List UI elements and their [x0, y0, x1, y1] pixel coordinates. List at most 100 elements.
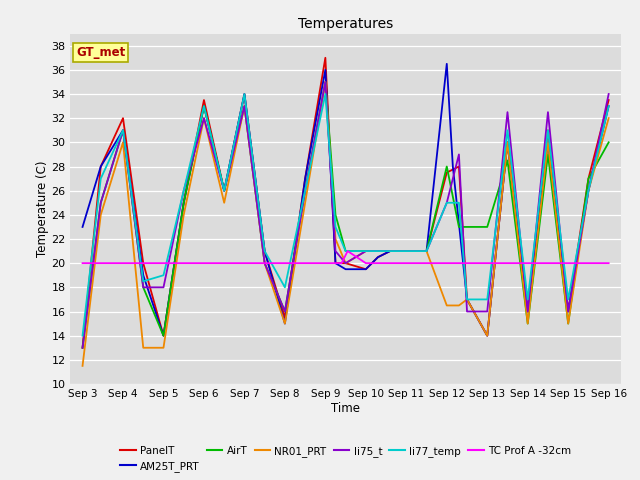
AirT: [443, 164, 451, 169]
AM25T_PRT: [544, 140, 552, 145]
NR01_PRT: [374, 248, 382, 254]
AirT: [504, 157, 511, 163]
PanelT: [159, 333, 167, 338]
TC Prof A -32cm: [366, 260, 374, 266]
TC Prof A -32cm: [338, 260, 346, 266]
li75_t: [220, 188, 228, 193]
AirT: [220, 188, 228, 193]
NR01_PRT: [463, 297, 471, 302]
NR01_PRT: [281, 321, 289, 326]
AirT: [301, 188, 309, 193]
Text: GT_met: GT_met: [76, 46, 125, 59]
NR01_PRT: [584, 188, 592, 193]
NR01_PRT: [79, 363, 86, 369]
AM25T_PRT: [281, 321, 289, 326]
li75_t: [261, 260, 269, 266]
Line: NR01_PRT: NR01_PRT: [83, 82, 609, 366]
li77_temp: [564, 297, 572, 302]
PanelT: [97, 164, 104, 169]
li77_temp: [455, 200, 463, 205]
NR01_PRT: [605, 115, 612, 121]
li77_temp: [443, 200, 451, 205]
AM25T_PRT: [504, 140, 511, 145]
li77_temp: [422, 248, 430, 254]
PanelT: [483, 333, 491, 338]
li75_t: [605, 91, 612, 97]
NR01_PRT: [241, 103, 248, 109]
AM25T_PRT: [241, 91, 248, 97]
AM25T_PRT: [200, 103, 208, 109]
li77_temp: [544, 127, 552, 133]
TC Prof A -32cm: [453, 260, 461, 266]
PanelT: [180, 200, 188, 205]
PanelT: [342, 260, 349, 266]
PanelT: [332, 260, 339, 266]
NR01_PRT: [140, 345, 147, 350]
Y-axis label: Temperature (C): Temperature (C): [35, 160, 49, 257]
li75_t: [564, 309, 572, 314]
AM25T_PRT: [342, 266, 349, 272]
Legend: PanelT, AM25T_PRT, AirT, NR01_PRT, li75_t, li77_temp, TC Prof A -32cm: PanelT, AM25T_PRT, AirT, NR01_PRT, li75_…: [116, 442, 575, 476]
AM25T_PRT: [140, 272, 147, 278]
AirT: [605, 140, 612, 145]
li77_temp: [321, 91, 329, 97]
TC Prof A -32cm: [344, 248, 351, 254]
li77_temp: [483, 297, 491, 302]
AirT: [387, 248, 394, 254]
AirT: [524, 321, 532, 326]
TC Prof A -32cm: [362, 260, 370, 266]
AirT: [261, 260, 269, 266]
PanelT: [241, 91, 248, 97]
AirT: [241, 103, 248, 109]
NR01_PRT: [504, 140, 511, 145]
Line: AirT: AirT: [83, 82, 609, 348]
NR01_PRT: [342, 260, 349, 266]
AirT: [79, 345, 86, 350]
PanelT: [200, 97, 208, 103]
li77_temp: [140, 278, 147, 284]
AirT: [374, 248, 382, 254]
AM25T_PRT: [524, 309, 532, 314]
AM25T_PRT: [119, 127, 127, 133]
PanelT: [261, 248, 269, 254]
NR01_PRT: [544, 140, 552, 145]
li77_temp: [241, 91, 248, 97]
AirT: [200, 103, 208, 109]
NR01_PRT: [159, 345, 167, 350]
AM25T_PRT: [97, 164, 104, 169]
li77_temp: [281, 285, 289, 290]
Line: PanelT: PanelT: [83, 58, 609, 348]
PanelT: [584, 176, 592, 181]
AM25T_PRT: [220, 188, 228, 193]
AirT: [463, 224, 471, 230]
li77_temp: [261, 248, 269, 254]
li75_t: [79, 345, 86, 350]
Line: TC Prof A -32cm: TC Prof A -32cm: [83, 251, 609, 263]
PanelT: [605, 97, 612, 103]
li75_t: [443, 200, 451, 205]
li77_temp: [119, 127, 127, 133]
NR01_PRT: [362, 248, 370, 254]
PanelT: [504, 140, 511, 145]
li77_temp: [374, 248, 382, 254]
li77_temp: [504, 127, 511, 133]
AirT: [483, 224, 491, 230]
PanelT: [387, 248, 394, 254]
NR01_PRT: [403, 248, 410, 254]
li75_t: [463, 309, 471, 314]
li75_t: [332, 248, 339, 254]
AirT: [455, 224, 463, 230]
li77_temp: [159, 272, 167, 278]
PanelT: [119, 115, 127, 121]
li77_temp: [584, 188, 592, 193]
li77_temp: [403, 248, 410, 254]
PanelT: [374, 254, 382, 260]
NR01_PRT: [119, 140, 127, 145]
PanelT: [362, 266, 370, 272]
li75_t: [321, 79, 329, 85]
TC Prof A -32cm: [79, 260, 86, 266]
li75_t: [97, 200, 104, 205]
li75_t: [159, 285, 167, 290]
li75_t: [584, 188, 592, 193]
li75_t: [504, 109, 511, 115]
